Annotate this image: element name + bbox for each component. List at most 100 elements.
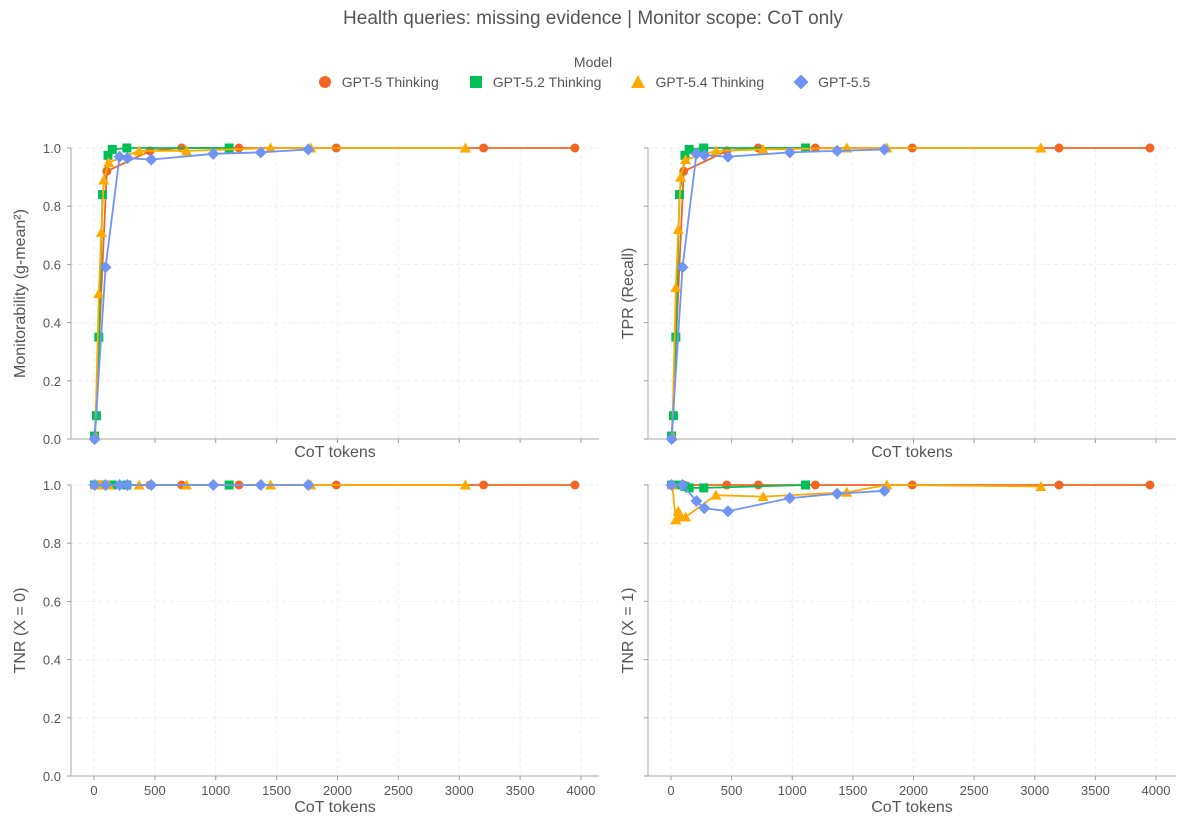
data-point xyxy=(94,332,104,342)
series-line xyxy=(671,147,1041,437)
data-point xyxy=(690,495,703,508)
circle-marker-icon xyxy=(318,76,331,88)
x-tick-label: 500 xyxy=(721,783,743,798)
y-tick-label: 1.0 xyxy=(43,478,61,493)
legend-item: GPT-5.2 Thinking xyxy=(467,74,602,90)
data-point xyxy=(676,479,689,491)
data-point xyxy=(831,144,844,157)
legend-item: GPT-5.4 Thinking xyxy=(629,74,764,90)
data-point xyxy=(1054,480,1064,490)
y-tick-label: 0.8 xyxy=(43,199,61,214)
data-point xyxy=(121,479,134,491)
x-tick-label: 0 xyxy=(667,783,674,798)
x-tick-label: 1500 xyxy=(838,783,867,798)
x-tick-label: 2000 xyxy=(323,783,352,798)
data-point xyxy=(113,150,126,163)
data-point xyxy=(224,143,234,153)
data-point xyxy=(459,479,471,490)
data-point xyxy=(665,479,678,491)
data-point xyxy=(1035,142,1047,153)
data-point xyxy=(207,147,220,160)
data-point xyxy=(121,152,134,165)
data-point xyxy=(1035,480,1047,491)
series-line xyxy=(93,147,575,440)
x-tick-label: 1000 xyxy=(778,783,807,798)
chart-title: Health queries: missing evidence | Monit… xyxy=(343,8,843,29)
data-point xyxy=(783,146,796,159)
y-tick-label: 0.6 xyxy=(43,257,61,272)
y-axis-label: TPR (Recall) xyxy=(620,248,637,340)
x-tick-label: 3500 xyxy=(506,783,535,798)
data-point xyxy=(670,514,682,525)
data-point xyxy=(699,483,709,493)
data-point xyxy=(690,147,703,160)
legend: GPT-5 Thinking GPT-5.2 Thinking GPT-5.4 Th… xyxy=(0,74,1186,90)
series-line xyxy=(93,148,309,440)
data-point xyxy=(302,143,315,156)
legend-marker xyxy=(793,75,809,89)
y-tick-label: 0.0 xyxy=(43,769,61,784)
subplot-tnr1: 0 500 1000 1500 2000 2500 3000 3500 4000 CoT toke… xyxy=(620,479,1176,816)
data-point xyxy=(665,433,678,445)
x-tick-label: 0 xyxy=(90,783,97,798)
y-tick-label: 0.4 xyxy=(43,653,61,668)
x-tick-label: 4000 xyxy=(1142,783,1171,798)
data-point xyxy=(234,143,244,153)
data-point xyxy=(103,150,113,160)
data-point xyxy=(878,143,891,156)
data-point xyxy=(676,261,689,274)
data-point xyxy=(684,483,694,493)
legend-marker xyxy=(318,76,331,88)
data-point xyxy=(181,145,193,156)
data-point xyxy=(1145,480,1155,490)
x-tick-label: 1000 xyxy=(201,783,230,798)
data-point xyxy=(145,153,158,166)
data-point xyxy=(710,145,722,156)
data-point xyxy=(145,479,158,491)
data-point xyxy=(1054,143,1064,153)
legend-marker xyxy=(469,76,482,88)
series-line xyxy=(94,147,466,437)
x-tick-label: 3000 xyxy=(445,783,474,798)
y-tick-label: 0.8 xyxy=(43,536,61,551)
x-axis-label: CoT tokens xyxy=(294,799,376,816)
x-axis-label: CoT tokens xyxy=(871,444,953,461)
legend-label: GPT-5 Thinking xyxy=(341,74,439,90)
data-point xyxy=(93,288,105,298)
legend-label: GPT-5.2 Thinking xyxy=(492,74,602,90)
y-tick-label: 0.4 xyxy=(43,316,61,331)
data-point xyxy=(459,142,471,153)
subplot-tnr0: 0 500 1000 1500 2000 2500 3000 3500 4000 0.0 0.2 0.… xyxy=(12,478,599,816)
x-axis-label: CoT tokens xyxy=(294,444,376,461)
legend-label: GPT-5.5 xyxy=(818,74,871,90)
data-point xyxy=(831,487,844,500)
data-point xyxy=(95,226,107,237)
data-point xyxy=(99,479,112,491)
legend-item: GPT-5 Thinking xyxy=(316,74,439,90)
legend-marker xyxy=(631,75,646,88)
x-axis-label: CoT tokens xyxy=(871,799,953,816)
data-point xyxy=(721,150,734,163)
y-axis-label: TNR (X = 1) xyxy=(620,588,637,674)
data-point xyxy=(107,144,117,154)
data-point xyxy=(113,479,126,491)
legend-item: GPT-5.5 xyxy=(792,74,870,90)
x-tick-label: 3000 xyxy=(1020,783,1049,798)
data-point xyxy=(103,157,115,168)
legend-title: Model xyxy=(573,54,613,70)
data-point xyxy=(757,491,769,502)
x-tick-label: 3500 xyxy=(1081,783,1110,798)
series-line xyxy=(670,147,1150,440)
data-point xyxy=(88,479,101,491)
y-axis-label: Monitorability (g-mean²) xyxy=(12,209,29,378)
data-point xyxy=(699,143,709,153)
x-tick-label: 2000 xyxy=(899,783,928,798)
data-point xyxy=(479,480,489,490)
data-point xyxy=(254,479,267,491)
y-axis-label: TNR (X = 0) xyxy=(12,588,29,674)
data-point xyxy=(841,486,853,497)
data-point xyxy=(570,143,580,153)
data-point xyxy=(265,142,277,153)
data-point xyxy=(721,505,734,518)
